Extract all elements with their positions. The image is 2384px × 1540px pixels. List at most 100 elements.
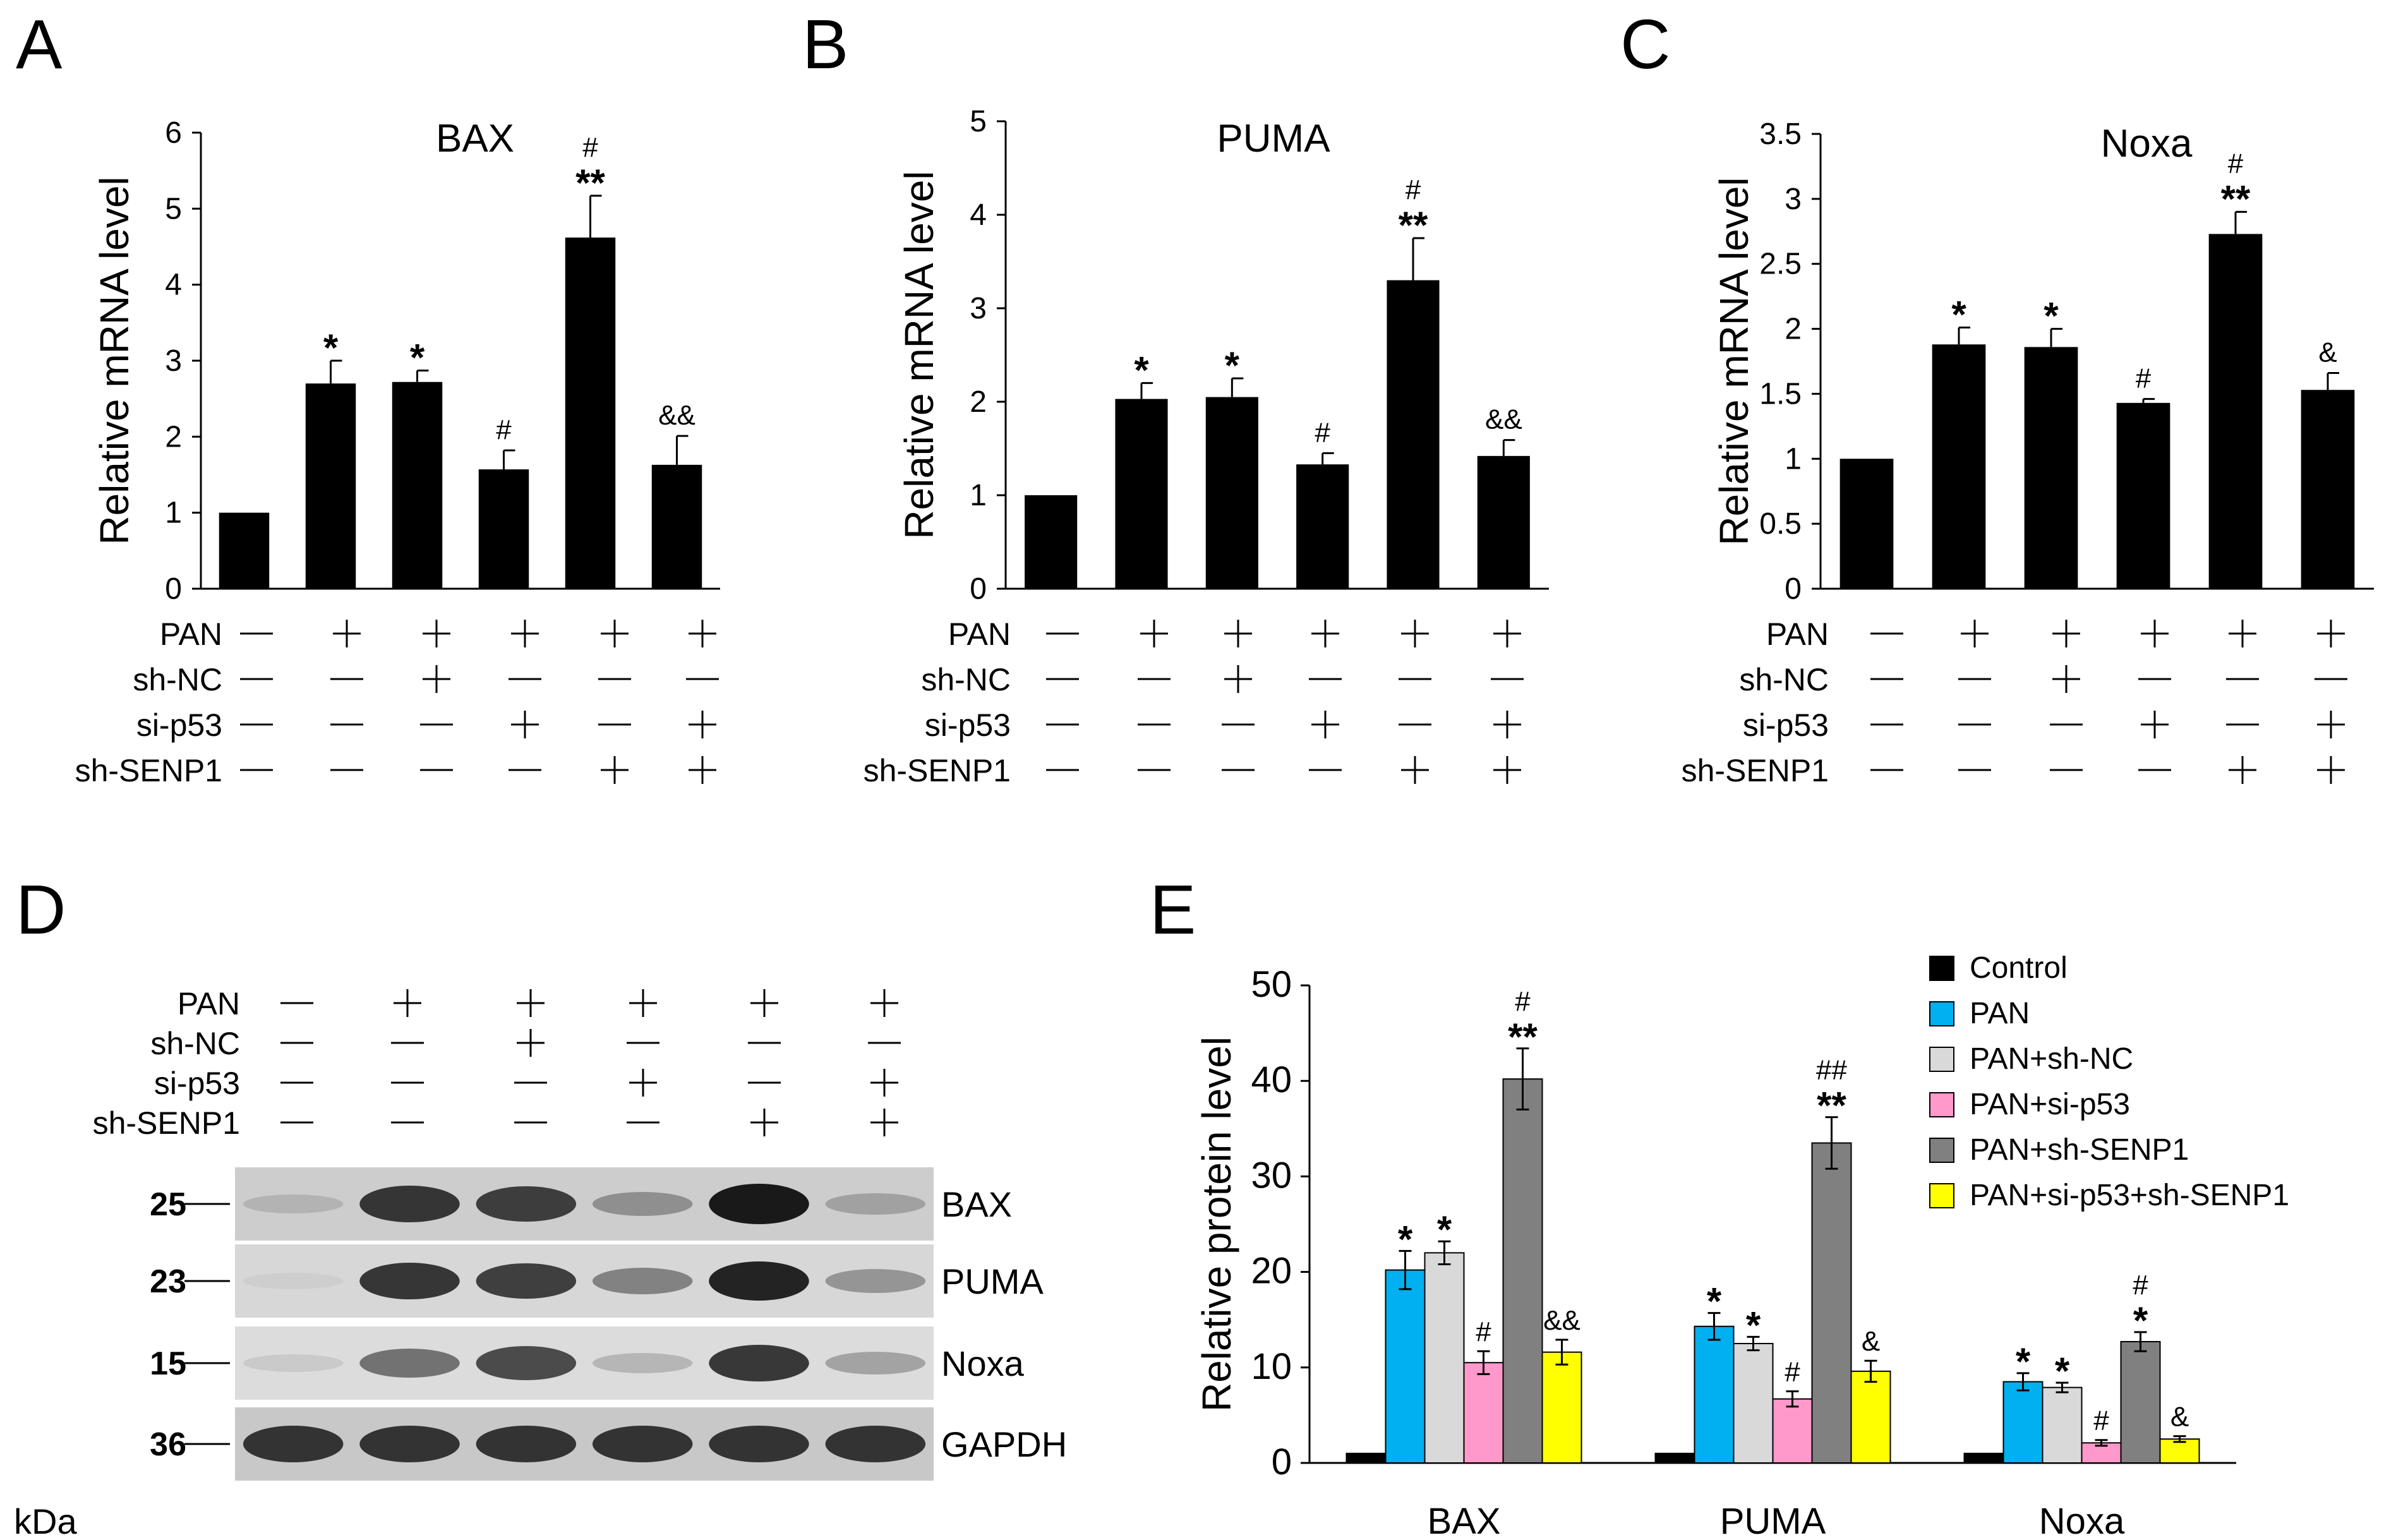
western-blot: 25 BAX 23 PUMA 15 Noxa 36 GAPDH kDa: [14, 1167, 1067, 1540]
y-tick-label: 40: [1251, 1059, 1292, 1100]
bar-sig-label: *: [1398, 1218, 1413, 1260]
condition-table-c: PAN sh-NC si-p53 sh-SENP1: [1682, 617, 2347, 788]
blot-band: [243, 1194, 344, 1213]
y-tick-label: 0: [165, 572, 182, 606]
bar: [1205, 397, 1258, 589]
bar: [1296, 464, 1349, 589]
bar-sig-label: #: [1406, 174, 1421, 205]
blot-band: [592, 1192, 693, 1216]
y-tick-label: 3: [165, 344, 182, 378]
bar: [1811, 1142, 1852, 1464]
chart-title: PUMA: [1217, 117, 1330, 160]
bar: [2208, 234, 2263, 589]
bar: [1502, 1078, 1543, 1464]
condition-table-d: PAN sh-NC si-p53 sh-SENP1: [93, 986, 901, 1141]
bar-sig-label: **: [1508, 1016, 1538, 1058]
bar-sig-label: **: [1399, 204, 1428, 246]
bar: [1932, 344, 1986, 589]
blot-band: [709, 1345, 809, 1381]
blot-band: [592, 1426, 693, 1462]
legend-label: Control: [1970, 951, 2068, 985]
y-tick-label: 4: [165, 268, 182, 302]
panel-label-c: C: [1620, 6, 1670, 83]
bar-sig-label: #: [1785, 1357, 1800, 1388]
bar: [219, 512, 270, 589]
bar: [1850, 1370, 1891, 1464]
bar: [2002, 1381, 2044, 1464]
mw-unit-label: kDa: [14, 1501, 77, 1540]
legend-label: PAN+sh-NC: [1970, 1042, 2133, 1076]
condition-row-label: PAN: [948, 617, 1011, 652]
bar-sig-label: &: [1862, 1326, 1880, 1357]
blot-strip: [235, 1326, 934, 1400]
bar: [392, 382, 443, 589]
blot-band: [592, 1268, 693, 1294]
condition-table-a: PAN sh-NC si-p53 sh-SENP1: [75, 617, 719, 788]
blot-band: [709, 1184, 809, 1224]
blot-band: [359, 1263, 460, 1299]
legend-label: PAN+sh-SENP1: [1970, 1133, 2189, 1167]
bar: [1385, 1269, 1426, 1464]
bar: [1654, 1452, 1695, 1464]
y-tick-label: 4: [970, 198, 987, 232]
blot-band: [825, 1193, 926, 1215]
bar: [1541, 1351, 1582, 1464]
y-tick-label: 3.5: [1759, 117, 1802, 151]
bar: [1424, 1252, 1465, 1464]
blot-band: [709, 1261, 809, 1301]
bar: [2024, 347, 2078, 589]
bar-sig-label: *: [1746, 1304, 1761, 1346]
bar: [1387, 280, 1440, 589]
bar: [1463, 1362, 1504, 1464]
bar: [1963, 1452, 2004, 1464]
legend-swatch: [1929, 1138, 1954, 1163]
bar-sig-label: *: [2044, 295, 2059, 337]
bar-sig-label: &&: [1543, 1305, 1580, 1336]
bar-sig-label: #: [1476, 1316, 1491, 1347]
y-tick-label: 50: [1251, 964, 1292, 1005]
bar-sig-label: *: [1437, 1208, 1452, 1251]
blot-row-label: PUMA: [941, 1261, 1044, 1301]
legend-label: PAN: [1970, 997, 2030, 1030]
bar: [1346, 1452, 1387, 1464]
blot-band: [592, 1353, 693, 1373]
y-tick-label: 10: [1251, 1346, 1292, 1387]
blot-strip: [235, 1167, 934, 1241]
condition-row-label: PAN: [1766, 617, 1829, 652]
bar: [565, 238, 616, 589]
bar: [1694, 1325, 1735, 1464]
bar: [1733, 1343, 1774, 1464]
panel-label-d: D: [16, 871, 66, 949]
blot-band: [359, 1349, 460, 1378]
y-tick-label: 20: [1251, 1251, 1292, 1292]
legend-swatch: [1929, 956, 1954, 981]
bar-sig-label: #: [2136, 363, 2152, 394]
bar-sig-label: *: [2055, 1350, 2070, 1392]
y-axis-label: Relative mRNA level: [896, 171, 942, 539]
legend-label: PAN+si-p53: [1970, 1088, 2130, 1121]
blot-band: [709, 1426, 809, 1462]
condition-row-label: si-p53: [925, 707, 1011, 743]
condition-row-label: PAN: [160, 617, 222, 652]
blot-band: [243, 1354, 344, 1372]
condition-row-label: sh-SENP1: [864, 753, 1011, 788]
legend-swatch: [1929, 1183, 1954, 1208]
bar: [305, 383, 356, 589]
condition-row-label: PAN: [178, 986, 240, 1021]
condition-row-label: si-p53: [154, 1066, 240, 1101]
y-tick-label: 5: [970, 105, 987, 138]
chart-c-noxa-mrna: Noxa Relative mRNA level 0 0.5 1 1.5 2 2.5 3 3.5 *…: [1711, 117, 2374, 606]
bar-sig-label: *: [1134, 349, 1149, 391]
legend-label: PAN+si-p53+sh-SENP1: [1970, 1179, 2289, 1212]
y-tick-label: 3: [970, 292, 987, 325]
condition-row-label: sh-SENP1: [75, 753, 222, 788]
blot-band: [825, 1426, 926, 1462]
y-tick-label: 0: [1272, 1441, 1292, 1483]
bar-sig-label: #: [496, 414, 512, 445]
bar-sig-label: **: [575, 162, 605, 204]
bar: [2301, 390, 2355, 589]
y-tick-label: 1: [1785, 442, 1802, 476]
y-tick-label: 1.5: [1759, 377, 1802, 411]
